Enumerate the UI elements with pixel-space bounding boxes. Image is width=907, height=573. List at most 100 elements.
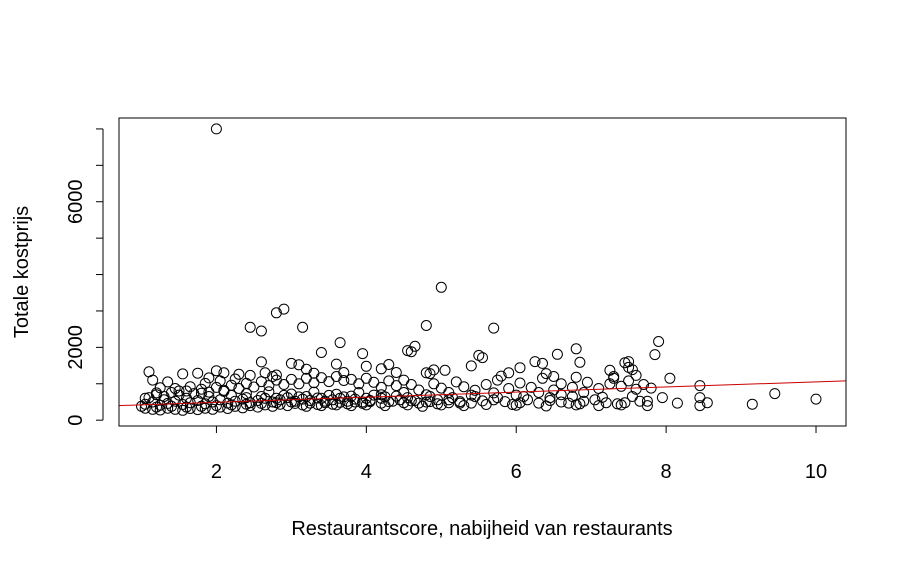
data-point — [210, 123, 222, 135]
data-point — [480, 399, 492, 410]
data-point — [383, 375, 395, 387]
data-point — [177, 368, 189, 380]
data-point — [300, 400, 312, 412]
data-point — [623, 361, 635, 373]
data-point — [435, 399, 447, 411]
y-tick-label: 6000 — [65, 179, 87, 224]
data-point — [255, 391, 267, 402]
data-point — [375, 381, 387, 393]
data-point — [244, 369, 256, 381]
data-point — [315, 400, 327, 412]
data-point — [503, 367, 515, 379]
data-point — [368, 389, 380, 401]
data-point — [653, 336, 665, 347]
data-point — [285, 373, 297, 385]
data-point — [533, 387, 545, 398]
data-point — [694, 392, 706, 404]
trend-line-layer — [118, 380, 847, 407]
data-point — [199, 377, 211, 389]
data-point — [522, 394, 533, 406]
data-point — [255, 325, 267, 337]
data-point — [255, 376, 267, 388]
data-point — [615, 380, 627, 392]
x-axis: 2 4 6 8 10 — [211, 426, 827, 483]
data-point — [626, 364, 638, 376]
data-point — [514, 377, 526, 389]
data-point — [746, 398, 758, 410]
data-point — [162, 376, 174, 388]
y-tick-label: 0 — [65, 415, 87, 426]
data-point — [450, 376, 462, 388]
trend-line — [118, 380, 847, 407]
data-point — [308, 377, 320, 389]
data-point — [203, 391, 215, 402]
data-point — [330, 388, 342, 400]
data-point — [405, 379, 417, 390]
data-point — [278, 379, 290, 390]
data-point — [345, 400, 357, 412]
data-point — [338, 375, 350, 386]
data-point — [548, 371, 560, 382]
x-tick-label: 2 — [211, 461, 222, 483]
data-point — [641, 400, 653, 412]
data-point — [240, 388, 252, 400]
data-point — [300, 363, 312, 375]
data-point — [210, 365, 222, 377]
data-point — [169, 383, 181, 394]
data-point — [360, 372, 372, 384]
data-point — [353, 378, 365, 390]
data-point — [255, 356, 267, 368]
data-point — [297, 321, 309, 333]
data-point — [469, 391, 481, 402]
data-point — [555, 396, 567, 408]
data-point — [649, 349, 661, 361]
x-tick-label: 10 — [805, 461, 827, 483]
data-point — [184, 381, 196, 393]
data-point — [551, 348, 563, 360]
data-point — [435, 382, 447, 394]
data-point — [630, 369, 642, 381]
data-point — [308, 367, 320, 379]
data-point — [574, 356, 586, 368]
data-point — [570, 371, 582, 383]
data-point — [555, 378, 567, 390]
data-point — [458, 400, 470, 412]
data-point — [664, 372, 676, 384]
data-point — [207, 403, 219, 415]
x-tick-label: 6 — [511, 461, 522, 483]
data-point — [195, 387, 207, 399]
x-axis-label: Restaurantscore, nabijheid van restauran… — [291, 518, 672, 540]
data-point — [623, 375, 635, 387]
data-point — [158, 394, 170, 406]
data-point — [166, 400, 177, 412]
data-point — [177, 404, 189, 416]
data-point — [255, 397, 267, 409]
data-point — [349, 396, 361, 408]
data-point — [525, 381, 537, 393]
data-point — [357, 348, 369, 360]
data-point — [615, 399, 627, 411]
data-point — [252, 401, 264, 413]
data-point — [338, 391, 350, 403]
data-point — [439, 364, 451, 376]
data-point — [345, 373, 357, 385]
data-point — [537, 372, 548, 384]
data-point — [304, 397, 316, 409]
data-point — [154, 382, 166, 394]
data-point — [555, 389, 567, 401]
data-point — [229, 373, 241, 385]
data-point — [210, 400, 222, 412]
data-point — [458, 381, 470, 393]
data-point — [240, 392, 252, 404]
data-point — [810, 393, 822, 405]
data-point — [417, 400, 428, 412]
data-point — [192, 367, 204, 379]
data-point — [495, 370, 507, 382]
data-point — [544, 395, 556, 406]
data-point — [192, 395, 204, 406]
data-point — [285, 357, 297, 369]
data-point — [323, 389, 335, 401]
data-point — [413, 397, 425, 409]
y-tick-label: 2000 — [65, 325, 87, 370]
